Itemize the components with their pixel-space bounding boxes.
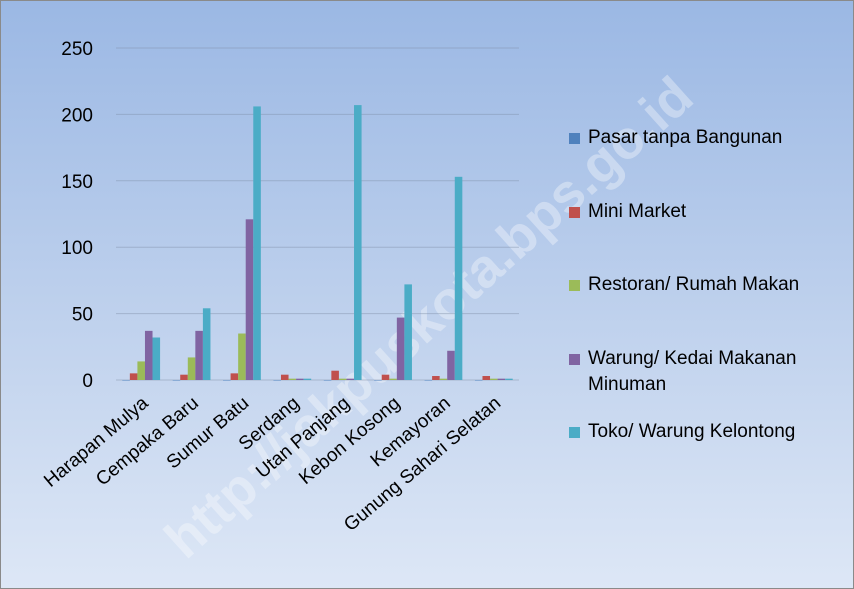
- bar: [280, 374, 289, 380]
- bar: [439, 378, 448, 380]
- bar: [172, 380, 181, 381]
- bar: [180, 374, 188, 380]
- legend-swatch: [569, 427, 580, 438]
- y-tick-label: 150: [61, 172, 93, 193]
- bar: [296, 378, 304, 380]
- legend: Pasar tanpa Bangunan Mini Market Restoran/…: [569, 125, 849, 493]
- y-tick-label: 0: [82, 371, 93, 392]
- bar: [245, 219, 254, 380]
- bar: [497, 378, 506, 380]
- legend-swatch: [569, 133, 580, 144]
- bar: [338, 378, 347, 380]
- bar: [474, 380, 483, 381]
- bar: [505, 378, 513, 380]
- y-tick-label: 250: [61, 39, 93, 60]
- bar: [144, 330, 153, 380]
- bar: [253, 106, 261, 380]
- y-tick-label: 50: [72, 305, 93, 326]
- y-tick-label: 200: [61, 105, 93, 126]
- legend-swatch: [569, 206, 580, 218]
- bar: [230, 373, 239, 380]
- bar: [490, 378, 498, 380]
- legend-label: Mini Market: [588, 200, 687, 222]
- legend-item: Restoran/ Rumah Makan: [569, 272, 849, 346]
- legend-swatch: [569, 353, 580, 365]
- bar: [454, 176, 463, 380]
- bar: [288, 378, 297, 380]
- legend-item: Mini Market: [569, 199, 849, 273]
- bar: [152, 337, 161, 380]
- legend-item: Toko/ Warung Kelontong: [569, 419, 849, 493]
- legend-item: Pasar tanpa Bangunan: [569, 125, 849, 199]
- bar: [187, 357, 196, 380]
- legend-label: Pasar tanpa Bangunan: [588, 127, 783, 148]
- bar: [346, 378, 355, 380]
- legend-item: Warung/ Kedai Makanan Minuman: [569, 346, 849, 420]
- legend-label: Toko/ Warung Kelontong: [588, 421, 796, 442]
- bar: [202, 308, 211, 380]
- legend-label: Restoran/ Rumah Makan: [588, 274, 800, 295]
- bar: [129, 373, 138, 380]
- bar: [389, 378, 397, 380]
- bar: [323, 380, 332, 381]
- bar: [482, 376, 491, 380]
- bar: [374, 380, 382, 381]
- bar: [195, 330, 203, 380]
- bar: [432, 376, 440, 380]
- bar: [424, 380, 433, 381]
- bar: [223, 380, 231, 381]
- y-tick-label: 100: [61, 238, 93, 259]
- bar: [404, 284, 412, 380]
- bar: [381, 374, 390, 380]
- bar: [447, 350, 455, 380]
- legend-label: Warung/ Kedai Makanan Minuman: [588, 347, 797, 395]
- bar: [122, 380, 130, 381]
- legend-swatch: [569, 280, 580, 291]
- bar: [137, 361, 145, 380]
- bar: [331, 370, 339, 380]
- bar: [238, 333, 246, 380]
- bar: [354, 105, 362, 380]
- bar: [396, 317, 405, 380]
- bar: [303, 378, 312, 380]
- bar: [273, 380, 281, 381]
